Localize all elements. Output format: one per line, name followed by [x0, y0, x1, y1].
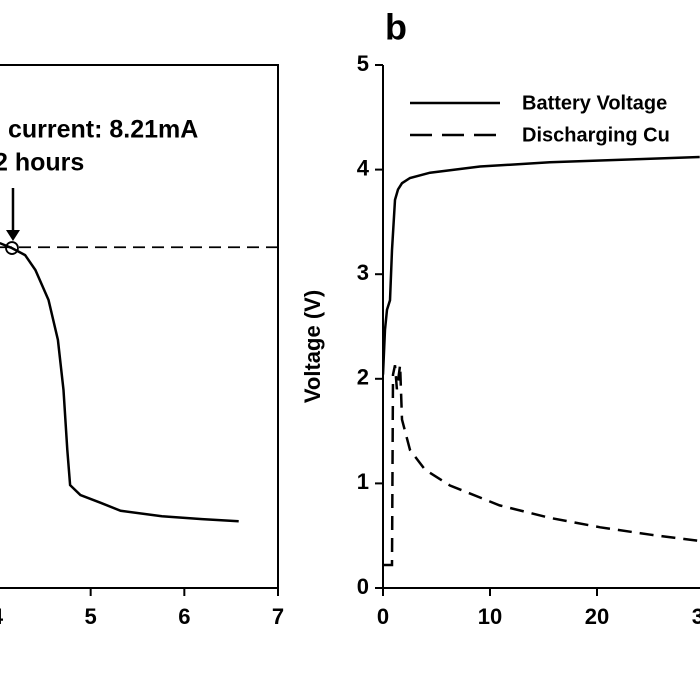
x-tick-label: 0	[377, 604, 389, 629]
legend-label: Discharging Cu	[522, 124, 670, 146]
series-line	[383, 155, 700, 375]
x-tick-label: 10	[478, 604, 502, 629]
x-tick-label: 5	[85, 604, 97, 629]
y-tick-label: 0	[357, 574, 369, 599]
annotation: current: 8.21mA	[8, 116, 198, 144]
plot-frame	[0, 64, 279, 589]
y-tick-label: 1	[357, 469, 369, 494]
series-line	[383, 364, 700, 567]
legend-label: Battery Voltage	[522, 92, 667, 114]
y-tick-label: 2	[357, 365, 369, 390]
plot-area	[383, 155, 700, 567]
x-tick-label: 30	[692, 604, 700, 629]
y-axis-label: Voltage (V)	[300, 290, 325, 403]
marker	[5, 241, 19, 255]
arrow-head	[5, 230, 20, 242]
x-tick-label: 7	[272, 604, 284, 629]
annotation: 2 hours	[0, 149, 84, 177]
x-tick-label: 20	[585, 604, 609, 629]
x-tick-label: 6	[178, 604, 190, 629]
y-tick-label: 4	[357, 155, 370, 180]
series-line	[0, 241, 239, 523]
y-tick-label: 5	[357, 51, 369, 76]
y-tick-label: 3	[357, 260, 369, 285]
panel-label: b	[385, 7, 407, 48]
x-tick-label: 4	[0, 604, 4, 629]
